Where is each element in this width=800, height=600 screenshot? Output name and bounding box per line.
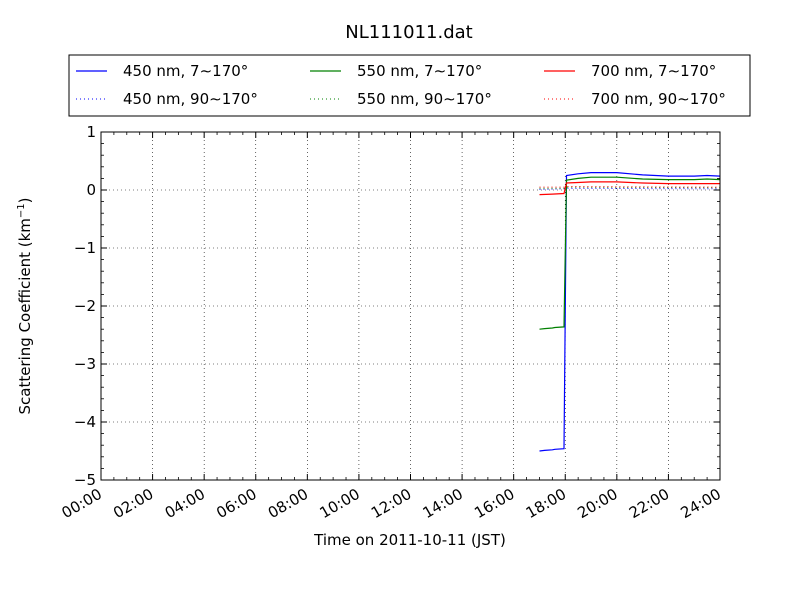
x-tick-label: 04:00	[162, 485, 208, 522]
y-tick-label: −2	[74, 297, 96, 315]
legend-label-3: 550 nm, 90∼170°	[357, 90, 492, 108]
y-axis-label: Scattering Coefficient (km−1)	[16, 197, 34, 414]
chart-title: NL111011.dat	[345, 22, 472, 43]
y-axis-label-close: )	[16, 197, 34, 203]
x-tick-label: 24:00	[678, 485, 724, 522]
x-tick-label: 08:00	[265, 485, 311, 522]
series-line-0	[539, 172, 721, 452]
y-tick-label: 1	[86, 123, 96, 141]
y-tick-label: −1	[74, 239, 96, 257]
y-tick-label: −4	[74, 413, 96, 431]
y-tick-label: 0	[86, 181, 96, 199]
series-line-5	[539, 185, 721, 188]
series-line-1	[539, 187, 721, 190]
x-tick-label: 06:00	[213, 485, 259, 522]
series-layer	[539, 172, 721, 452]
tick-labels: 00:00 02:00 04:00 06:00 08:00 10:00 12:00 14:00…	[59, 123, 724, 522]
series-line-2	[539, 176, 721, 330]
x-tick-label: 02:00	[110, 485, 156, 522]
series-line-3	[539, 186, 721, 189]
ticks	[100, 131, 721, 481]
x-tick-label: 12:00	[368, 485, 414, 522]
legend: 450 nm, 7∼170° 550 nm, 7∼170° 700 nm, 7∼17…	[68, 54, 751, 117]
legend-frame	[68, 54, 751, 117]
x-tick-label: 22:00	[626, 485, 672, 522]
y-axis-label-exponent: −1	[16, 203, 27, 218]
y-axis-label-main: Scattering Coefficient (km	[16, 218, 34, 414]
y-tick-label: −3	[74, 355, 96, 373]
x-tick-label: 20:00	[574, 485, 620, 522]
x-tick-label: 16:00	[471, 485, 517, 522]
x-tick-label: 18:00	[523, 485, 569, 522]
series-line-4	[539, 181, 720, 196]
x-tick-label: 00:00	[59, 485, 105, 522]
legend-label-0: 450 nm, 7∼170°	[123, 62, 248, 80]
legend-label-4: 700 nm, 7∼170°	[591, 62, 716, 80]
x-tick-label: 14:00	[420, 485, 466, 522]
grid	[101, 132, 720, 480]
x-axis-label: Time on 2011-10-11 (JST)	[313, 531, 506, 549]
x-tick-label: 10:00	[316, 485, 362, 522]
y-tick-label: −5	[74, 471, 96, 489]
legend-label-1: 450 nm, 90∼170°	[123, 90, 258, 108]
legend-label-5: 700 nm, 90∼170°	[591, 90, 726, 108]
legend-label-2: 550 nm, 7∼170°	[357, 62, 482, 80]
